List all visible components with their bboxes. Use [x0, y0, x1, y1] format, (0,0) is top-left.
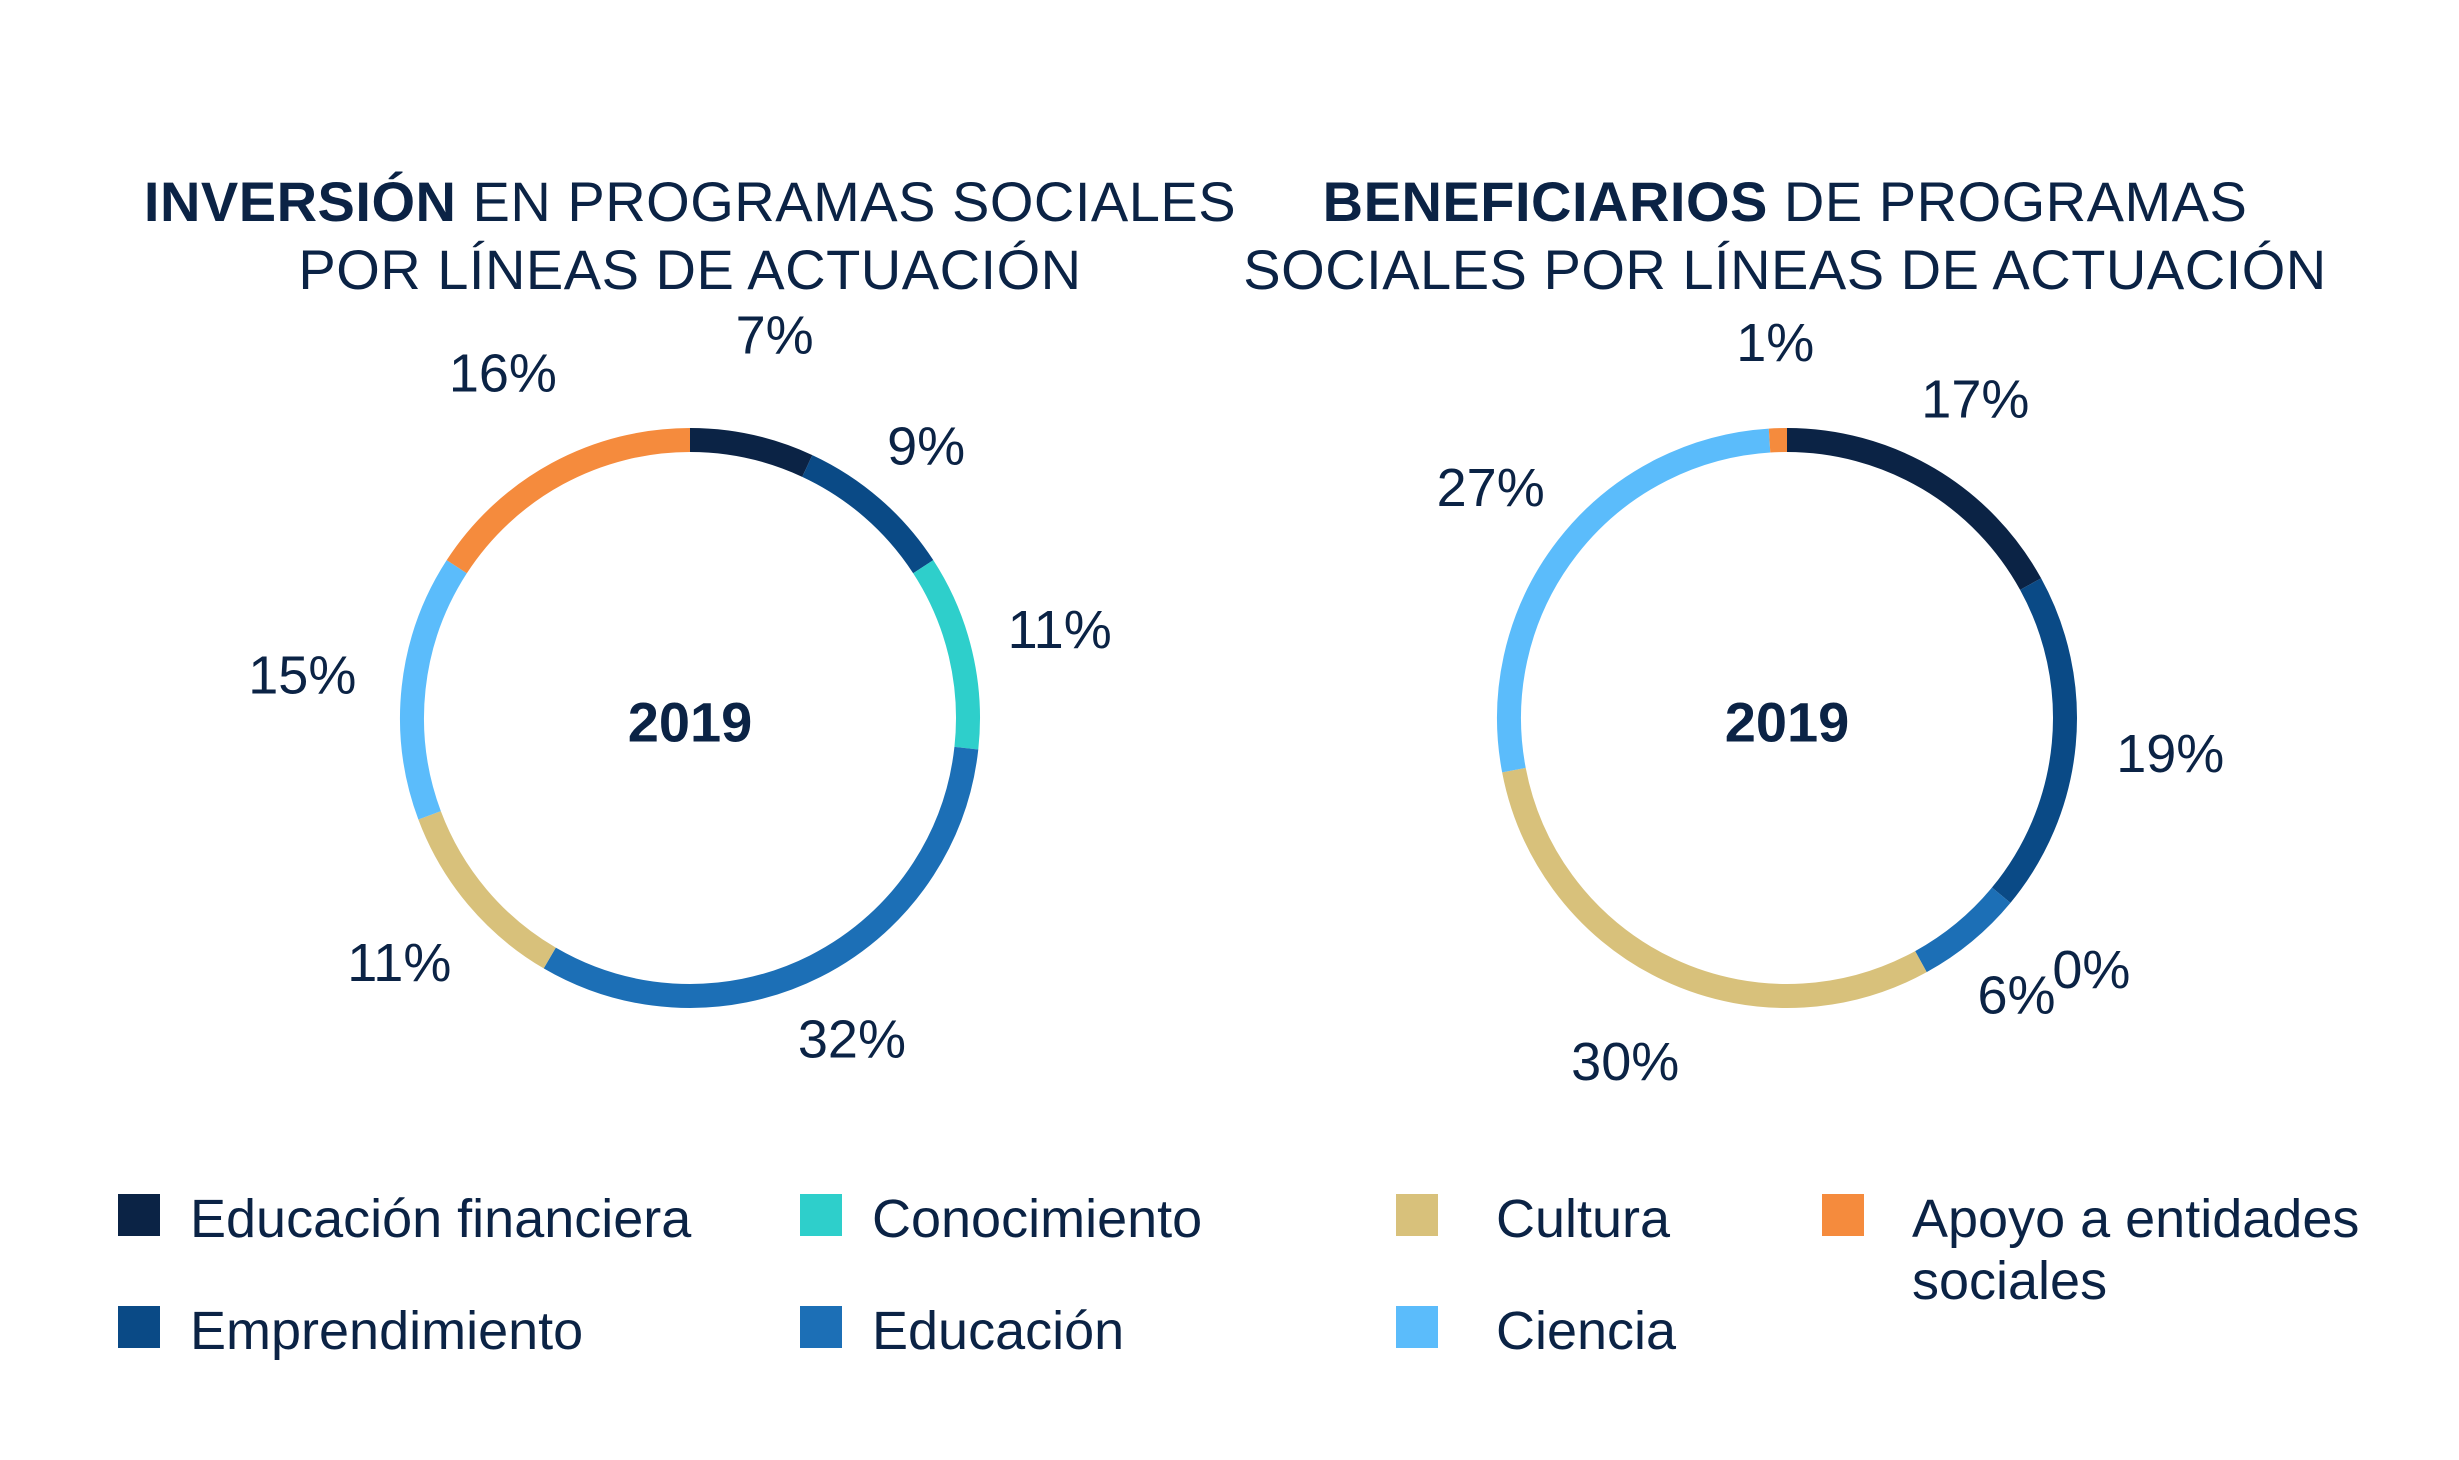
donut-slice-apoyo	[1768, 428, 1788, 453]
legend-label: Educación	[872, 1301, 1125, 1361]
data-label: 27%	[1437, 458, 1545, 518]
donut-slice-ciencia	[1497, 428, 1771, 773]
data-label: 16%	[449, 344, 557, 404]
data-label: 15%	[248, 646, 356, 706]
donut-slice-ciencia	[400, 560, 467, 820]
data-label: 17%	[1921, 370, 2029, 430]
legend-item-emprendimiento: Emprendimiento	[118, 1300, 583, 1362]
legend-item-conocimiento: Conocimiento	[800, 1188, 1202, 1250]
donut-slice-emprendimiento	[1991, 578, 2077, 903]
data-label: 9%	[887, 416, 965, 476]
data-label: 19%	[2116, 724, 2224, 784]
legend-item-apoyo: Apoyo a entidades sociales	[1822, 1188, 2382, 1312]
donut-slice-cultura	[418, 811, 556, 969]
legend-swatch	[118, 1306, 160, 1348]
legend-swatch	[1396, 1194, 1438, 1236]
donut-slice-educacion	[1914, 887, 2011, 973]
chart-title-bold: INVERSIÓN	[143, 170, 457, 233]
donut-chart-2: 17% 19% 0%6% 30% 27% 1% 2019	[1437, 313, 2225, 1092]
legend-swatch	[118, 1194, 160, 1236]
chart-title-rest: EN PROGRAMAS SOCIALES POR LÍNEAS DE ACTU…	[298, 170, 1237, 301]
donut-slice-apoyo	[446, 428, 691, 574]
data-label: 6%	[1977, 965, 2055, 1025]
data-label: 11%	[1008, 600, 1112, 660]
center-label: 2019	[1725, 691, 1850, 754]
legend-label: Cultura	[1496, 1189, 1671, 1249]
donut-slice-cultura	[1502, 767, 1927, 1008]
donut-slice-emprendimiento	[802, 455, 934, 574]
donut-slice-educacion-financiera	[689, 428, 813, 477]
legend-label: Conocimiento	[872, 1189, 1203, 1249]
donut-chart-1: 7% 9% 11% 32% 11% 15% 16% 2019	[248, 305, 1111, 1069]
donut-slice-educacion-financiera	[1786, 428, 2042, 590]
chart-title-inversion: INVERSIÓN EN PROGRAMAS SOCIALES POR LÍNE…	[140, 168, 1240, 304]
legend: Educación financiera Emprendimiento Cono…	[0, 1170, 2459, 1430]
donut-slice-conocimiento	[913, 560, 980, 750]
data-label: 30%	[1571, 1032, 1679, 1092]
legend-label: Educación financiera	[190, 1189, 692, 1249]
center-label: 2019	[628, 691, 753, 754]
chart-title-rest: DE PROGRAMAS SOCIALES POR LÍNEAS DE ACTU…	[1243, 170, 2327, 301]
legend-label: Ciencia	[1496, 1301, 1677, 1361]
legend-item-cultura: Cultura	[1396, 1188, 1670, 1250]
legend-label: Apoyo a entidades sociales	[1912, 1189, 2360, 1311]
data-label: 1%	[1736, 313, 1814, 373]
legend-swatch	[1396, 1306, 1438, 1348]
chart-title-beneficiarios: BENEFICIARIOS DE PROGRAMAS SOCIALES POR …	[1235, 168, 2335, 304]
data-label: 11%	[347, 933, 451, 993]
data-label: 7%	[736, 305, 814, 365]
legend-swatch	[800, 1194, 842, 1236]
legend-item-educacion: Educación	[800, 1300, 1124, 1362]
legend-item-educacion-financiera: Educación financiera	[118, 1188, 691, 1250]
legend-item-ciencia: Ciencia	[1396, 1300, 1676, 1362]
chart-title-bold: BENEFICIARIOS	[1322, 170, 1768, 233]
legend-swatch	[1822, 1194, 1864, 1236]
data-label: 32%	[798, 1010, 906, 1070]
legend-swatch	[800, 1306, 842, 1348]
data-label: 0%	[2052, 940, 2130, 1000]
donut-slice-educacion	[543, 746, 979, 1008]
legend-label: Emprendimiento	[190, 1301, 584, 1361]
